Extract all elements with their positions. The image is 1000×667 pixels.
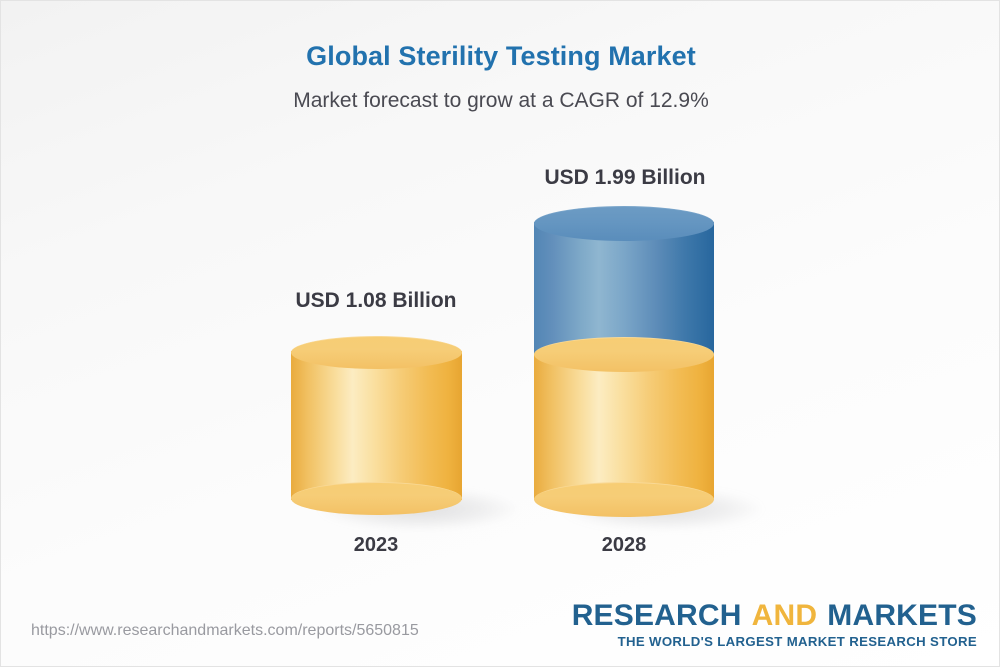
year-label-2023: 2023 — [353, 534, 399, 556]
cylinder-top-cap-2023 — [291, 336, 462, 369]
cylinder-top-cap-2028 — [534, 206, 714, 241]
report-url[interactable]: https://www.researchandmarkets.com/repor… — [31, 622, 419, 639]
cylinder-base-segment-2028 — [534, 354, 714, 500]
chart-subtitle: Market forecast to grow at a CAGR of 12.… — [293, 89, 709, 112]
logo-wordmark: RESEARCH AND MARKETS — [571, 599, 977, 632]
cylinder-body-2023 — [291, 351, 462, 500]
cylinder-bottom-cap-2028 — [534, 482, 714, 517]
cylinder-growth-segment-2028 — [534, 222, 714, 354]
research-and-markets-logo[interactable]: RESEARCH AND MARKETS THE WORLD'S LARGEST M… — [571, 599, 977, 649]
year-label-2028: 2028 — [601, 534, 647, 556]
cylinder-bottom-cap-2023 — [291, 482, 462, 515]
value-label-2023: USD 1.08 Billion — [295, 289, 457, 312]
logo-word-markets: MARKETS — [827, 599, 977, 632]
logo-word-and: AND — [751, 599, 818, 632]
cylinder-segment-divider-2028 — [534, 337, 714, 372]
logo-word-research: RESEARCH — [571, 599, 742, 632]
value-label-2028: USD 1.99 Billion — [544, 166, 706, 189]
chart-title: Global Sterility Testing Market — [306, 41, 696, 71]
logo-tagline: THE WORLD'S LARGEST MARKET RESEARCH STOR… — [617, 633, 977, 649]
